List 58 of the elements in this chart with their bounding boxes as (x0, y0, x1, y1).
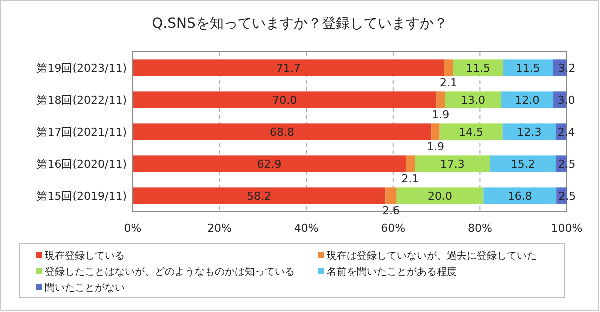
bar (502, 124, 556, 140)
y-tick-label: 第17回(2021/11) (36, 126, 127, 139)
legend-label: 名前を聞いたことがある程度 (327, 266, 457, 278)
x-tick-label: 100% (551, 222, 583, 235)
bar (501, 92, 554, 108)
data-label: 1.9 (432, 108, 450, 122)
bar (436, 92, 446, 108)
data-label: 16.8 (508, 190, 532, 203)
bar (133, 92, 437, 108)
data-label: 11.5 (466, 62, 490, 75)
bar (133, 60, 444, 76)
data-label: 2.5 (558, 190, 576, 203)
y-tick-label: 第16回(2020/11) (36, 158, 127, 171)
bar (406, 156, 416, 172)
data-label: 12.0 (515, 94, 540, 107)
data-label: 2.1 (440, 76, 458, 90)
x-tick-label: 0% (124, 222, 142, 235)
x-tick-label: 40% (294, 222, 319, 235)
bar (133, 188, 386, 204)
bar (432, 124, 440, 140)
bar (503, 60, 554, 76)
bar (440, 124, 503, 140)
bar (453, 60, 504, 76)
legend-label: 聞いたことがない (45, 282, 125, 294)
data-label: 20.0 (428, 190, 453, 203)
bar (490, 156, 556, 172)
data-label: 17.3 (440, 158, 465, 171)
data-label: 62.9 (257, 158, 282, 171)
data-label: 15.2 (510, 158, 536, 171)
x-tick-label: 20% (208, 222, 232, 235)
data-label: 13.0 (461, 94, 486, 107)
bar (386, 188, 397, 204)
legend-label: 現在は登録していないが、過去に登録していた (327, 250, 537, 262)
data-label: 71.7 (276, 62, 301, 75)
chart-title: Q.SNSを知っていますか？登録していますか？ (152, 16, 448, 32)
bar (444, 60, 454, 76)
bar (133, 156, 406, 172)
bar (133, 124, 432, 140)
y-tick-label: 第15回(2019/11) (36, 190, 127, 203)
data-label: 2.1 (402, 172, 420, 186)
data-label: 11.5 (516, 62, 540, 75)
data-label: 2.6 (382, 204, 400, 218)
bar (415, 156, 490, 172)
data-label: 1.9 (426, 140, 444, 154)
y-tick-label: 第19回(2023/11) (36, 62, 127, 75)
data-label: 14.5 (459, 126, 484, 139)
legend-label: 現在登録している (45, 250, 125, 262)
data-label: 70.0 (272, 94, 298, 107)
x-tick-label: 80% (468, 222, 492, 235)
data-label: 12.3 (517, 126, 542, 139)
data-label: 58.2 (247, 190, 272, 203)
data-label: 68.8 (270, 126, 295, 139)
y-tick-label: 第18回(2022/11) (36, 94, 127, 107)
bar (445, 92, 502, 108)
legend-label: 登録したことはないが、どのようなものかは知っている (45, 266, 295, 278)
bar (484, 188, 557, 204)
x-tick-label: 60% (381, 222, 406, 235)
bar (396, 188, 484, 204)
